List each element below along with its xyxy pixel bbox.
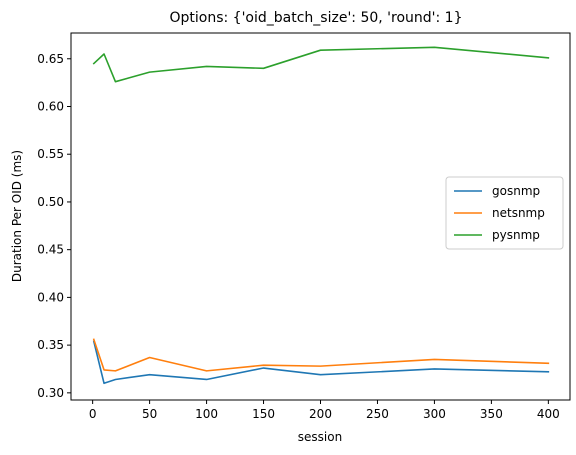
x-tick-label: 200	[309, 407, 332, 421]
x-tick-label: 300	[423, 407, 446, 421]
y-tick-label: 0.35	[37, 338, 64, 352]
x-axis-ticks: 0 50 100 150 200 250 300 350 400	[89, 400, 560, 421]
legend: gosnmp netsnmp pysnmp	[445, 176, 564, 250]
series-line-gosnmp	[92, 340, 550, 385]
x-tick-label: 250	[366, 407, 389, 421]
x-tick-label: 50	[142, 407, 157, 421]
x-tick-label: 100	[195, 407, 218, 421]
y-tick-label: 0.40	[37, 290, 64, 304]
legend-box	[445, 176, 564, 250]
y-tick-label: 0.65	[37, 52, 64, 66]
series-line-netsnmp	[92, 338, 550, 372]
y-tick-label: 0.50	[37, 195, 64, 209]
x-axis-label: session	[298, 430, 342, 444]
x-tick-label: 400	[537, 407, 560, 421]
x-tick-label: 0	[89, 407, 97, 421]
y-tick-label: 0.30	[37, 386, 64, 400]
legend-label-pysnmp: pysnmp	[492, 228, 540, 242]
legend-label-netsnmp: netsnmp	[492, 206, 545, 220]
y-axis-label: Duration Per OID (ms)	[10, 150, 24, 282]
x-tick-label: 150	[252, 407, 275, 421]
y-axis-ticks: 0.30 0.35 0.40 0.45 0.50 0.55 0.60 0.65	[37, 52, 71, 400]
y-tick-label: 0.60	[37, 99, 64, 113]
chart-title: Options: {'oid_batch_size': 50, 'round':…	[169, 10, 462, 26]
series-line-pysnmp	[92, 46, 550, 83]
y-tick-label: 0.55	[37, 147, 64, 161]
legend-label-gosnmp: gosnmp	[492, 184, 540, 198]
y-tick-label: 0.45	[37, 243, 64, 257]
plot-lines	[92, 46, 550, 385]
x-tick-label: 350	[480, 407, 503, 421]
